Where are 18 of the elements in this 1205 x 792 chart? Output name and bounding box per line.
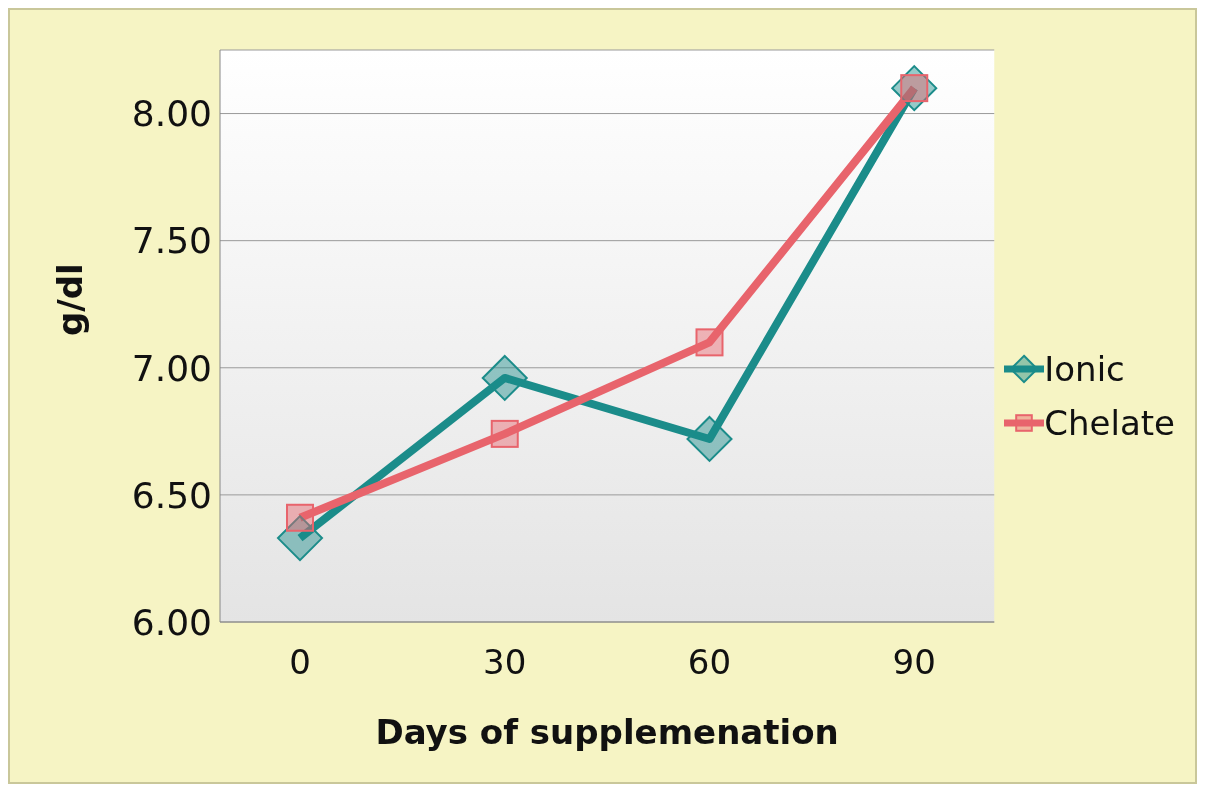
point [695, 328, 724, 357]
y-tick-label: 7.00 [131, 347, 212, 389]
x-tick-label: 30 [483, 642, 527, 683]
x-tick-label: 60 [687, 642, 732, 683]
x-axis-title: Days of supplemenation [375, 712, 839, 752]
y-tick-label: 6.00 [131, 601, 212, 643]
y-tick-label: 7.50 [131, 220, 212, 262]
y-axis-title: g/dl [50, 263, 91, 336]
y-tick-label: 6.50 [131, 474, 212, 516]
x-tick-label: 0 [289, 642, 311, 683]
point [490, 419, 519, 448]
point [481, 354, 528, 401]
legend-label: Chelate [1044, 403, 1175, 443]
point [686, 415, 733, 462]
legend-label: Ionic [1044, 349, 1125, 389]
x-tick-label: 90 [892, 642, 936, 683]
point [286, 503, 314, 532]
y-tick-label: 8.00 [131, 93, 212, 135]
